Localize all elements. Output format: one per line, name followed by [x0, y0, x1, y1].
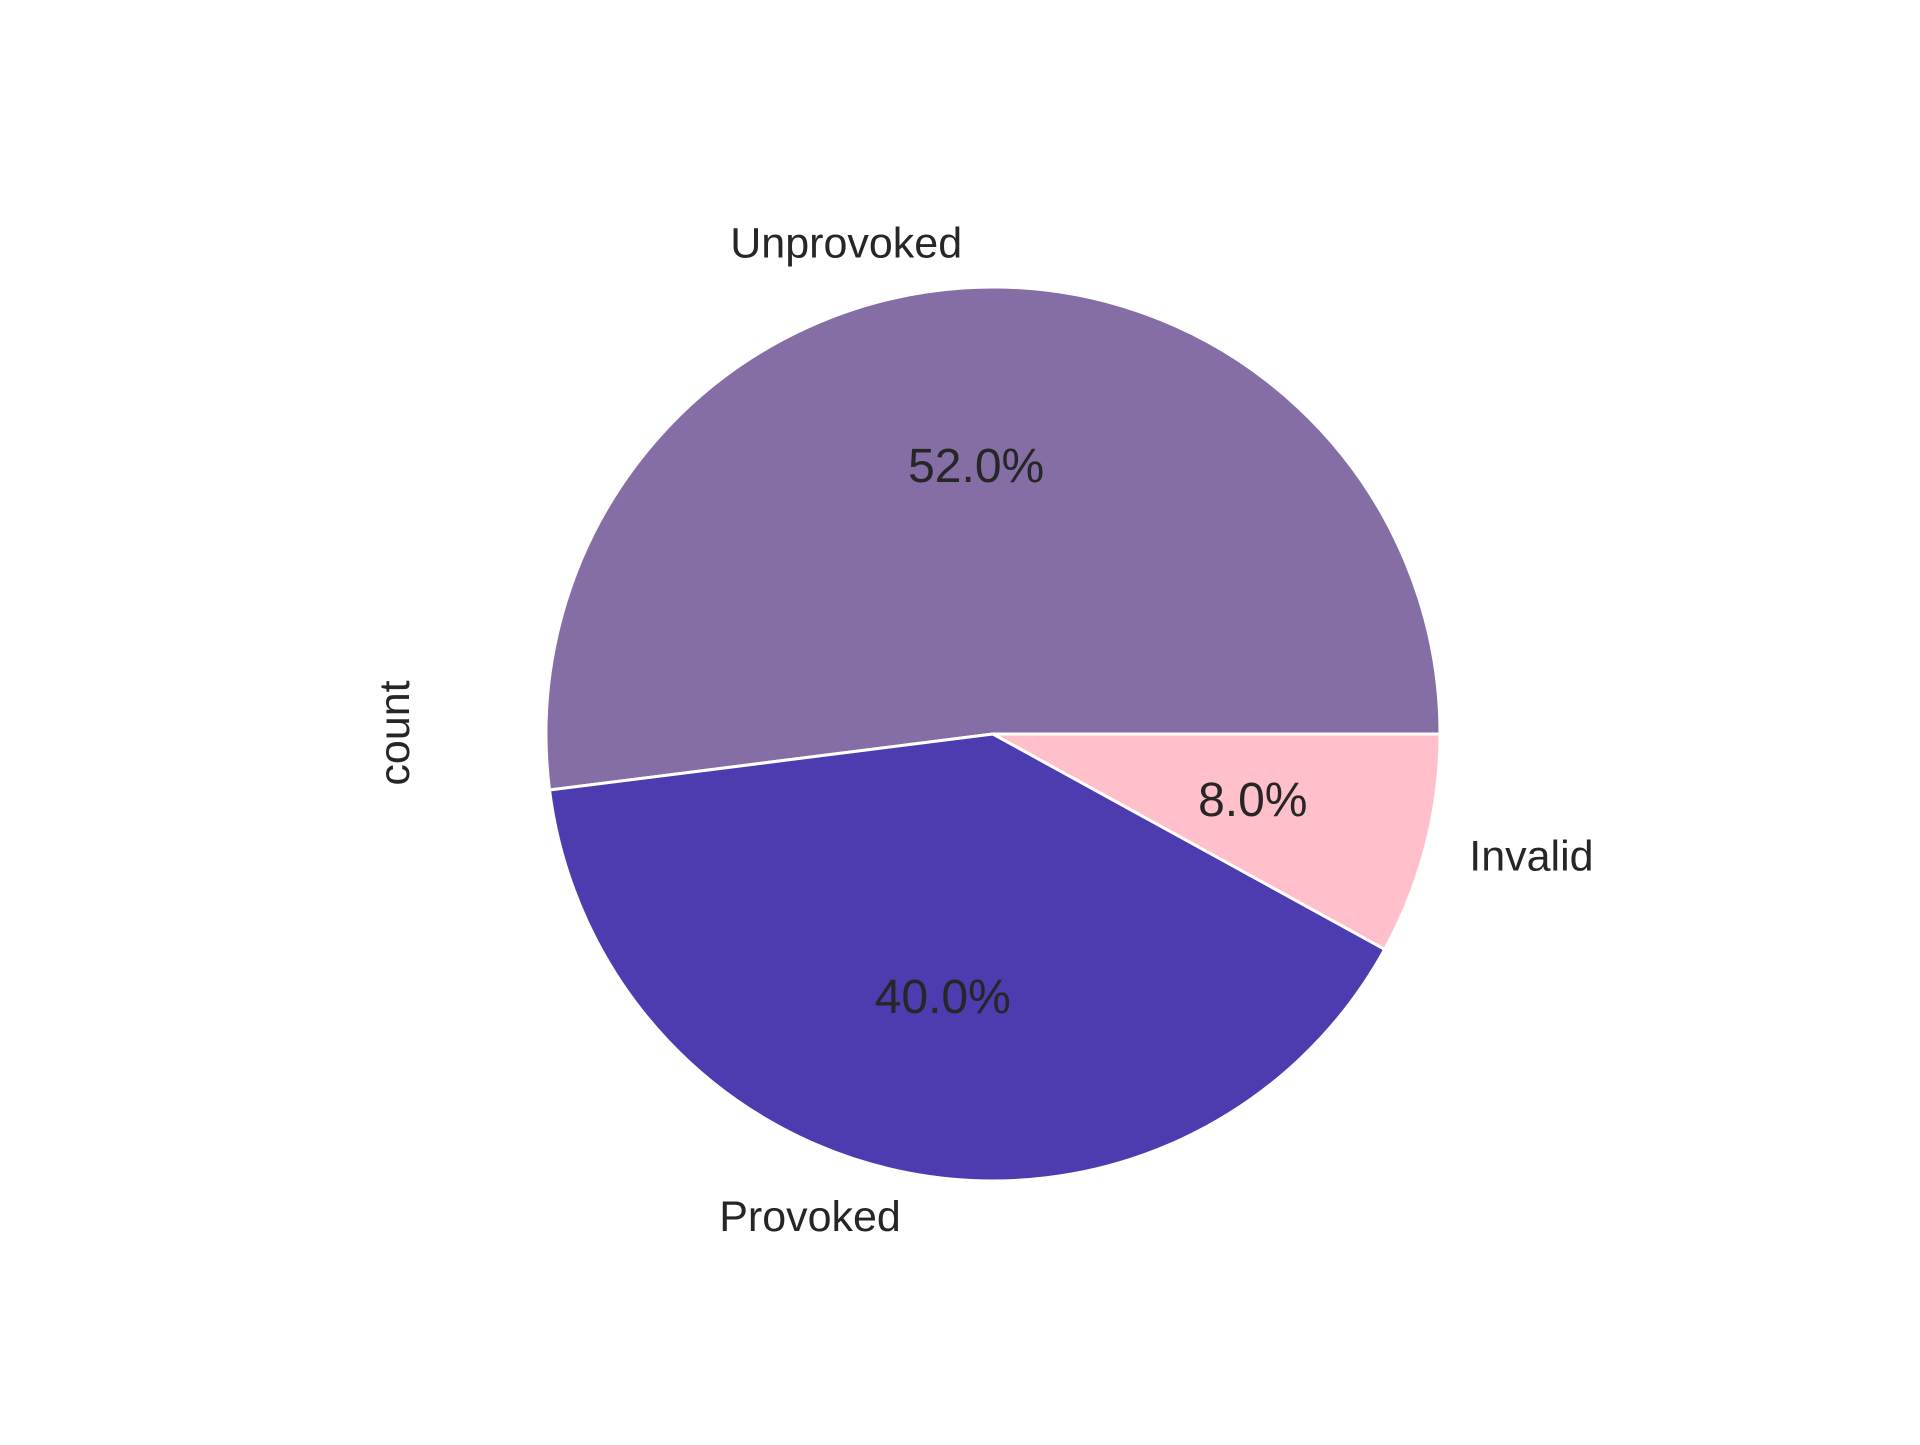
- pie-slices: [544, 285, 1442, 1183]
- slice-label-provoked: Provoked: [719, 1193, 901, 1241]
- pie-labels: Unprovoked 52.0% Provoked 40.0% Invalid 8.0%: [719, 219, 1593, 1241]
- pct-label-unprovoked: 52.0%: [908, 440, 1044, 493]
- slice-label-invalid: Invalid: [1469, 832, 1593, 880]
- pie-slice-unprovoked: [544, 285, 1442, 792]
- pct-label-invalid: 8.0%: [1198, 774, 1307, 827]
- pct-label-provoked: 40.0%: [875, 971, 1011, 1024]
- y-axis-label: count: [371, 680, 419, 785]
- pie-slice-invalid: [991, 732, 1442, 951]
- slice-label-unprovoked: Unprovoked: [730, 219, 962, 267]
- pie-slice-provoked: [548, 732, 1387, 1183]
